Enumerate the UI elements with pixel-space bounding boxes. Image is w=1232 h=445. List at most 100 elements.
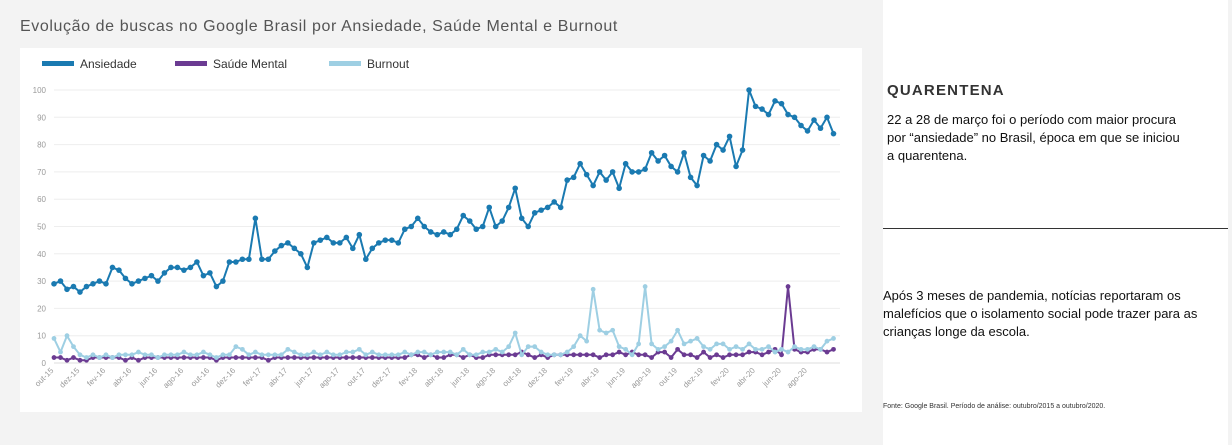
x-axis: out-15 dez-15 fev-16 abr-16 jun-16 ago-16 out-… <box>33 362 840 390</box>
data-point <box>590 182 596 189</box>
data-point <box>661 152 668 159</box>
x-tick-label: jun-19 <box>604 366 627 389</box>
data-point <box>226 259 233 265</box>
y-tick-label: 0 <box>42 359 47 368</box>
data-point <box>415 349 421 355</box>
x-tick-label: fev-19 <box>553 366 575 388</box>
data-point <box>557 204 564 211</box>
data-point <box>71 344 76 350</box>
data-point <box>811 117 817 123</box>
data-point <box>480 355 486 360</box>
data-point <box>356 346 362 352</box>
data-point <box>765 111 772 118</box>
data-point <box>675 346 681 352</box>
x-tick-label: fev-16 <box>85 366 107 388</box>
data-point <box>700 152 707 159</box>
data-point <box>395 240 402 246</box>
data-point <box>519 352 525 358</box>
data-point <box>233 355 239 360</box>
data-point <box>187 264 194 271</box>
x-tick-label: fev-20 <box>709 366 731 388</box>
y-axis: 0 10 20 30 40 50 60 70 80 90 100 <box>33 86 47 368</box>
x-tick-label: ago-17 <box>317 366 341 390</box>
data-point <box>103 352 109 358</box>
data-point <box>707 355 713 360</box>
data-point <box>181 355 187 360</box>
data-point <box>135 278 142 284</box>
data-point <box>583 171 590 178</box>
x-tick-label: jun-16 <box>137 366 160 389</box>
data-point <box>596 169 603 175</box>
data-point <box>779 352 784 358</box>
data-point <box>285 346 291 352</box>
data-point <box>434 355 440 360</box>
data-point <box>233 259 239 265</box>
data-point <box>831 336 836 341</box>
data-point <box>149 352 154 358</box>
data-point <box>603 177 609 183</box>
data-point <box>772 98 778 104</box>
data-point <box>168 352 174 358</box>
data-point <box>778 100 785 107</box>
data-point <box>259 352 265 358</box>
data-point <box>427 229 434 235</box>
data-point <box>804 128 811 134</box>
legend: Ansiedade Saúde Mental Burnout <box>42 57 410 71</box>
data-point <box>265 256 272 263</box>
panel-text-quarantine: 22 a 28 de março foi o período com maior… <box>887 112 1180 163</box>
data-point <box>727 346 732 352</box>
data-point <box>363 352 369 358</box>
data-point <box>453 226 460 233</box>
x-tick-label: ago-16 <box>161 366 185 390</box>
data-point <box>791 114 798 121</box>
data-point <box>785 349 791 355</box>
data-point <box>259 256 265 263</box>
chart-title: Evolução de buscas no Google Brasil por … <box>20 18 618 35</box>
x-tick-label: abr-19 <box>578 366 601 389</box>
data-point <box>467 352 473 358</box>
data-point <box>447 349 453 355</box>
data-point <box>798 122 804 129</box>
data-point <box>58 355 63 360</box>
y-tick-label: 30 <box>37 277 46 286</box>
x-tick-label: dez-17 <box>370 366 394 390</box>
data-point <box>369 245 376 252</box>
data-point <box>304 264 311 271</box>
data-point <box>824 338 830 344</box>
x-tick-label: out-19 <box>657 366 680 389</box>
data-point <box>623 352 629 358</box>
panel-text-pandemic: Após 3 meses de pandemia, notícias repor… <box>883 288 1198 339</box>
x-tick-label: out-16 <box>189 366 212 389</box>
data-point <box>369 349 375 355</box>
series-saude-mental <box>51 284 836 363</box>
data-point <box>603 352 609 358</box>
data-point <box>434 349 440 355</box>
data-point <box>512 185 519 192</box>
data-point <box>109 264 116 271</box>
data-point <box>103 281 109 287</box>
data-point <box>129 352 135 358</box>
data-point <box>688 338 693 344</box>
legend-swatch-ansiedade <box>42 61 74 66</box>
data-point <box>148 272 155 279</box>
data-point <box>577 333 583 339</box>
series-line-burnout <box>53 285 834 359</box>
data-point <box>84 355 89 360</box>
data-point <box>155 355 161 360</box>
data-point <box>649 341 655 347</box>
data-point <box>330 240 337 246</box>
data-point <box>194 352 200 358</box>
data-point <box>642 166 648 172</box>
data-point <box>518 215 525 222</box>
legend-label-ansiedade: Ansiedade <box>80 57 137 71</box>
x-tick-label: out-17 <box>345 366 368 389</box>
data-point <box>817 125 824 132</box>
data-point <box>226 352 232 358</box>
data-point <box>493 352 499 358</box>
data-point <box>551 352 557 358</box>
data-point <box>622 160 629 167</box>
y-tick-label: 80 <box>37 141 46 150</box>
data-point <box>752 103 759 110</box>
data-point <box>597 355 603 360</box>
